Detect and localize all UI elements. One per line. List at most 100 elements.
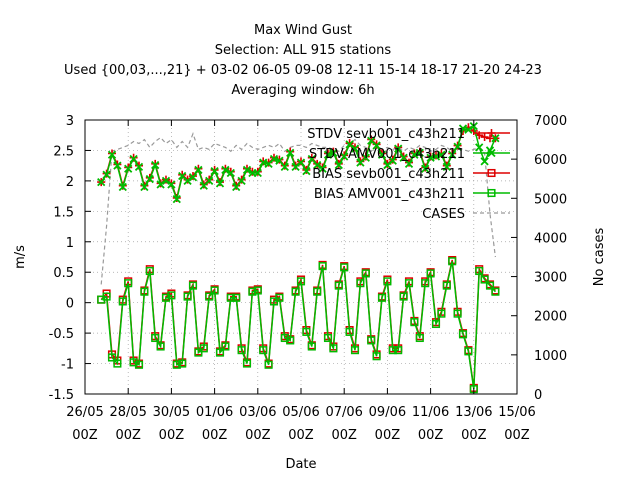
y-tick-label: 1 — [66, 236, 74, 251]
data-point — [372, 352, 381, 361]
y2-tick-label: 2000 — [534, 310, 567, 325]
series-layer — [97, 121, 500, 394]
data-point — [232, 293, 241, 302]
data-point — [156, 180, 165, 189]
data-point — [421, 164, 430, 173]
data-point — [172, 195, 181, 204]
data-point — [248, 287, 257, 296]
data-point — [394, 346, 403, 355]
data-point — [280, 162, 289, 172]
data-point — [313, 160, 322, 170]
data-point — [410, 150, 419, 159]
data-point — [118, 182, 127, 192]
data-point — [253, 168, 262, 178]
data-point — [323, 333, 333, 343]
data-point — [296, 277, 306, 286]
x-tick-label: 28/05 — [109, 405, 146, 420]
data-point — [464, 125, 473, 134]
data-point — [404, 159, 414, 168]
data-point — [151, 160, 160, 170]
data-point — [307, 342, 316, 351]
x-tick-label: 13/06 — [455, 405, 492, 420]
data-point — [183, 292, 192, 301]
y2-tick-label: 3000 — [534, 271, 567, 286]
title-line-3: Used {00,03,...,21} + 03-02 06-05 09-08 … — [64, 63, 542, 78]
data-point — [302, 167, 311, 176]
data-point — [237, 346, 246, 355]
legend-marker — [487, 168, 496, 178]
data-point — [286, 336, 295, 345]
x-tick-label-hour: 00Z — [72, 428, 98, 443]
data-point — [480, 157, 489, 166]
legend-label: BIAS AMV001_c43h211 — [314, 187, 465, 202]
data-point — [140, 287, 149, 296]
data-point — [388, 346, 397, 355]
data-point — [448, 257, 457, 266]
y2-axis-ticks: 0 1000 2000 3000 4000 5000 6000 7000 — [511, 114, 567, 403]
data-point — [340, 152, 349, 161]
data-point — [226, 168, 235, 178]
data-point — [107, 150, 117, 159]
data-point — [286, 148, 295, 158]
data-point — [167, 291, 176, 300]
data-point — [377, 150, 387, 159]
data-point — [205, 292, 214, 301]
title-line-1: Max Wind Gust — [254, 23, 352, 38]
y-tick-label: 2.5 — [53, 144, 74, 159]
data-point — [280, 333, 289, 343]
data-point — [124, 279, 133, 288]
data-point — [199, 344, 208, 353]
data-point — [480, 275, 489, 284]
series-4 — [100, 131, 496, 285]
data-point — [172, 360, 181, 369]
x-tick-label: 07/06 — [325, 405, 362, 420]
x-tick-label-hour: 00Z — [461, 428, 487, 443]
data-point — [113, 161, 122, 170]
x-axis-label: Date — [285, 457, 316, 472]
data-point — [350, 346, 360, 355]
x-tick-label-hour: 00Z — [159, 428, 185, 443]
data-point — [210, 167, 219, 176]
data-point — [453, 309, 462, 318]
data-point — [329, 148, 338, 158]
x-tick-label: 09/06 — [369, 405, 406, 420]
y-tick-label: -1 — [61, 358, 74, 373]
data-point — [296, 158, 306, 167]
data-point — [404, 279, 414, 288]
y2-axis-label: No cases — [592, 228, 607, 287]
data-point — [334, 160, 343, 170]
data-point — [464, 347, 473, 356]
data-point — [329, 344, 338, 353]
y-axis-ticks: -1.5 -1 -0.5 0 0.5 1 1.5 2 2.5 3 — [49, 114, 91, 403]
data-point — [167, 180, 176, 189]
data-point — [361, 153, 370, 162]
data-point — [394, 144, 403, 153]
data-point — [469, 121, 478, 131]
data-point — [345, 327, 354, 336]
data-point — [431, 319, 441, 329]
data-point — [145, 266, 154, 276]
x-tick-label-hour: 00Z — [288, 428, 314, 443]
data-point — [350, 144, 360, 153]
legend-label: CASES — [422, 207, 465, 222]
data-point — [480, 133, 489, 142]
data-point — [124, 164, 133, 173]
data-point — [151, 333, 160, 343]
y-tick-label: 3 — [66, 114, 74, 129]
legend: STDV sevb001_c43h211 STDV AMV001_c43h211 B… — [307, 127, 510, 222]
data-point — [318, 262, 327, 271]
data-point — [215, 179, 225, 188]
data-point — [237, 176, 246, 186]
legend-label: BIAS sevb001_c43h211 — [312, 167, 465, 182]
y-tick-label: 1.5 — [53, 205, 74, 220]
y-axis-label: m/s — [13, 245, 28, 269]
data-point — [399, 292, 408, 301]
y2-tick-label: 1000 — [534, 349, 567, 364]
data-point — [102, 170, 111, 179]
data-point — [453, 142, 462, 151]
data-point — [134, 162, 144, 172]
data-point — [188, 173, 198, 182]
data-point — [356, 279, 365, 288]
